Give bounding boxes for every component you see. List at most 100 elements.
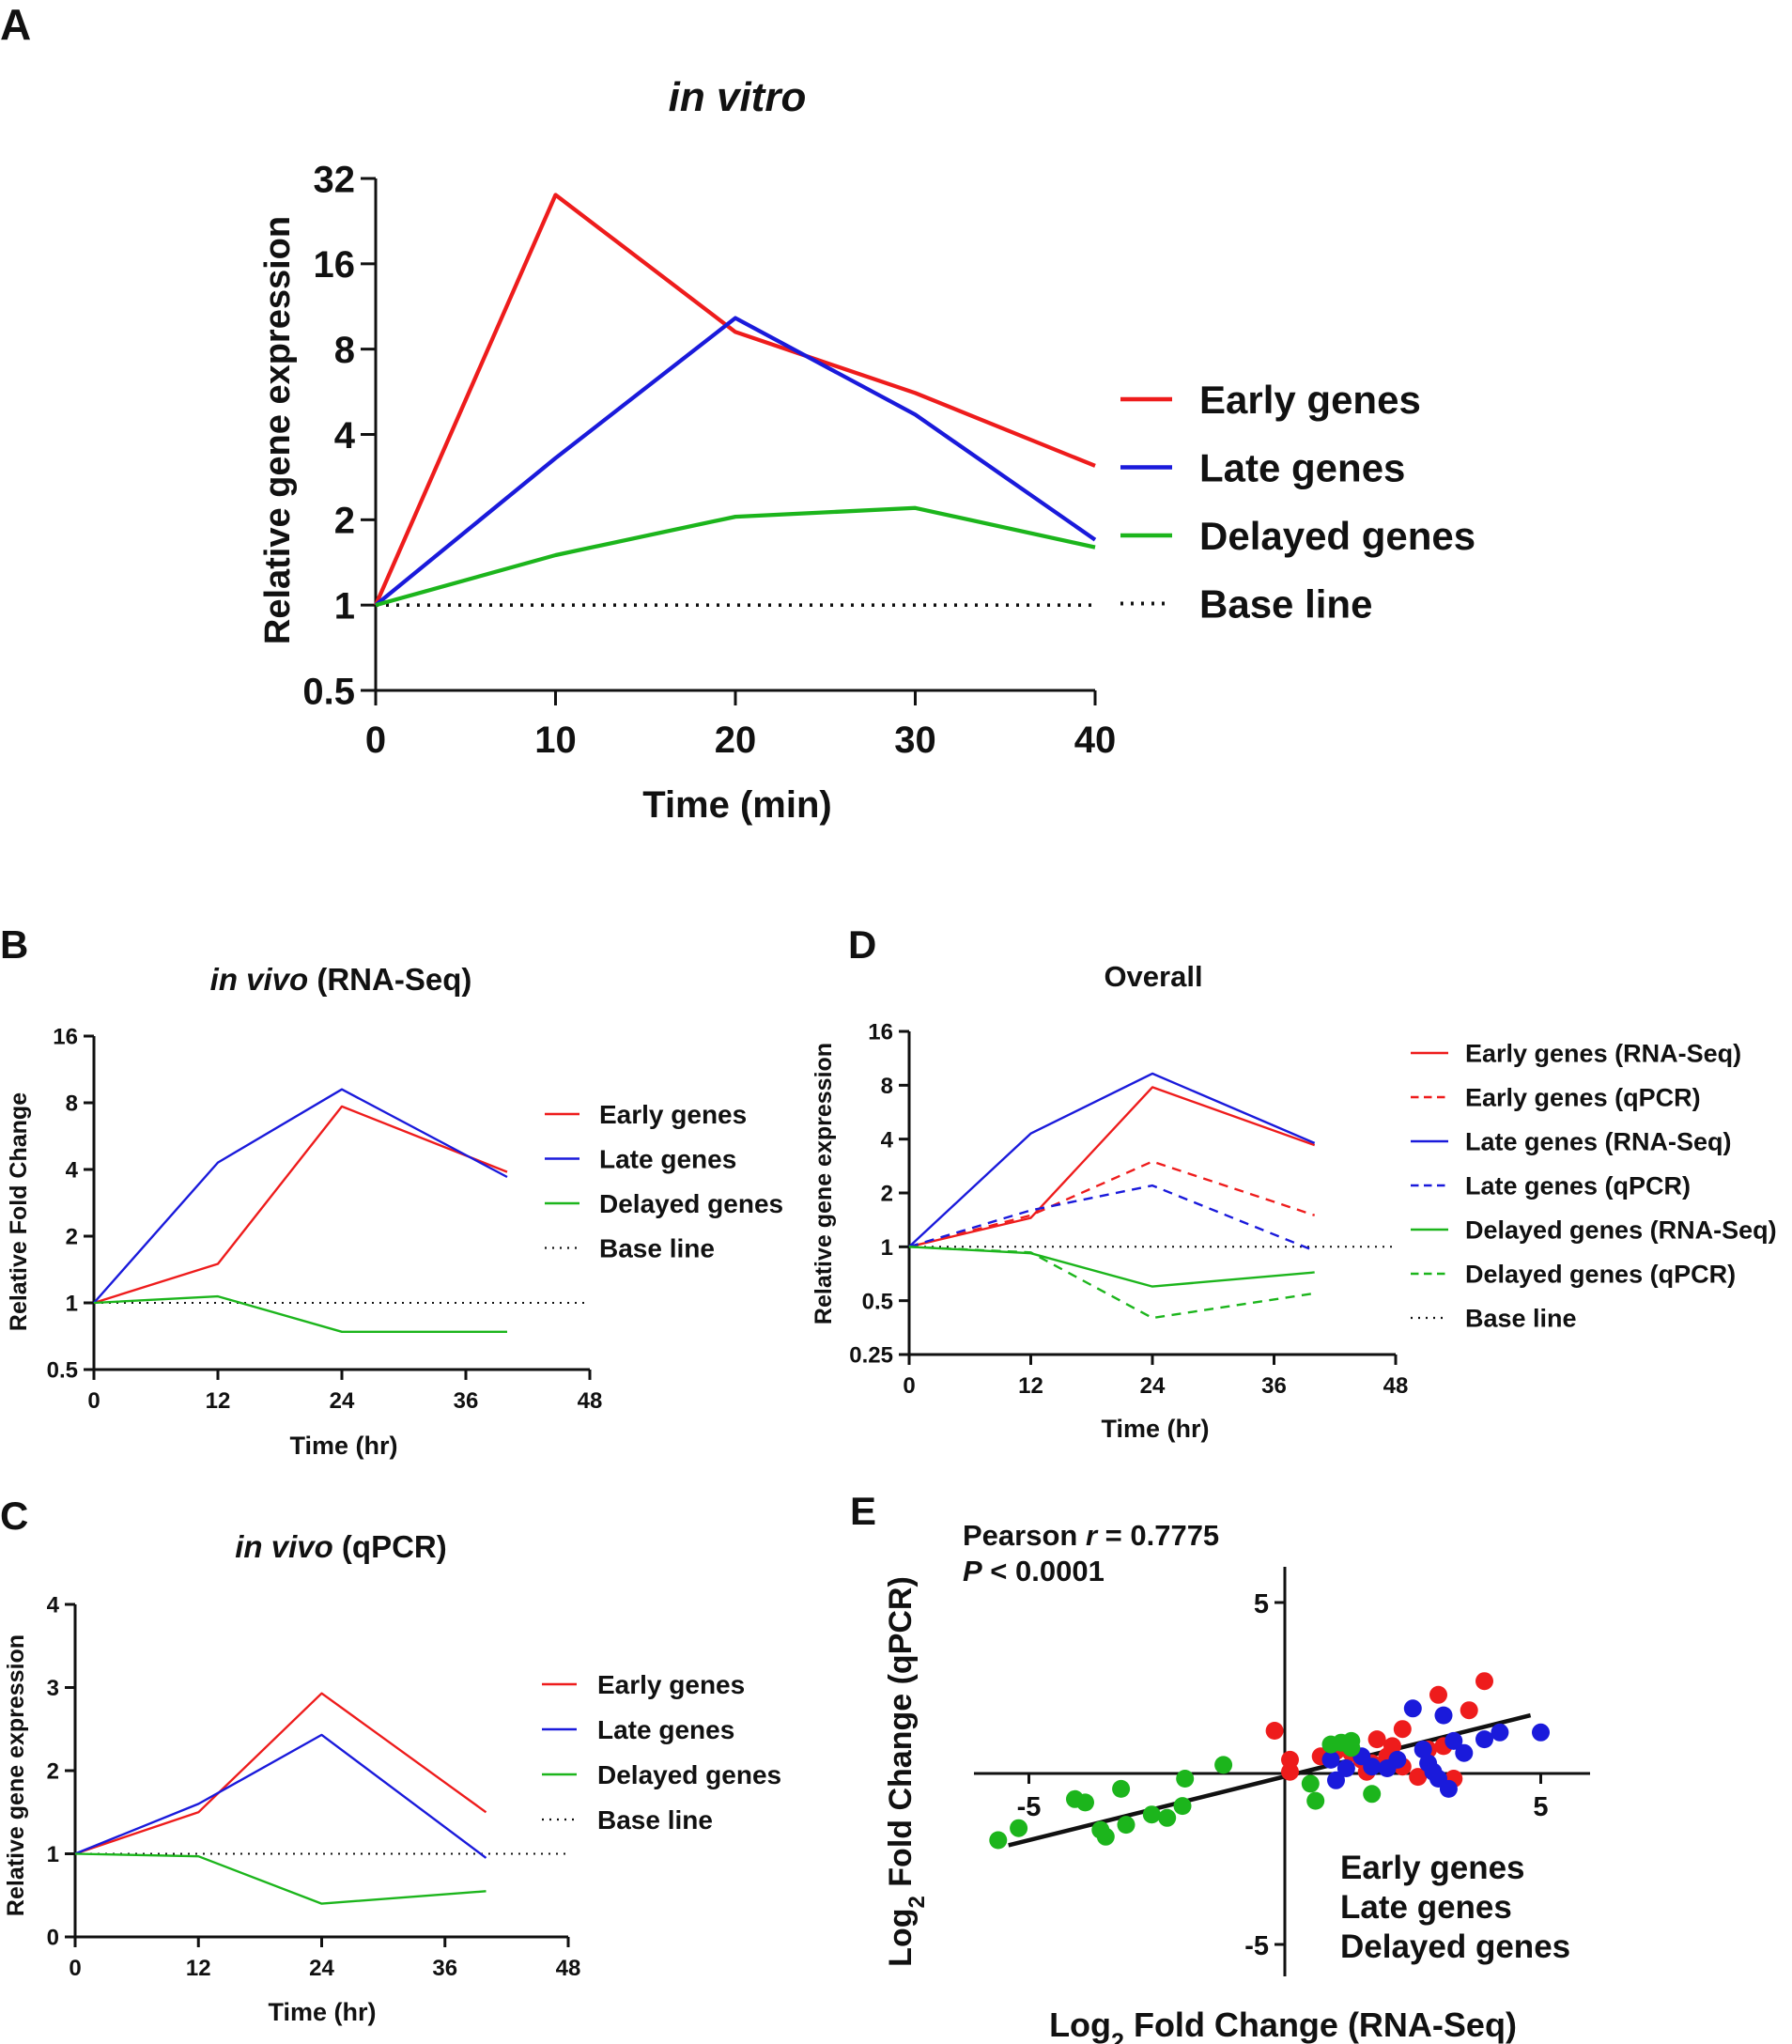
point-late-genes — [1532, 1723, 1550, 1742]
point-delayed-genes — [1112, 1779, 1131, 1798]
legend-label-early-genes: Early genes — [599, 1100, 747, 1129]
y-tick-label: 16 — [868, 1020, 893, 1045]
series-line-delayed-genes — [375, 505, 1096, 608]
x-tick-label: 36 — [432, 1956, 457, 1981]
point-early-genes — [1281, 1762, 1299, 1781]
y-axis-label-part: 2 — [904, 1896, 930, 1908]
legend-label-early-genes-qpcr: Early genes (qPCR) — [1465, 1084, 1701, 1112]
series-line-early-genes-rna-seq — [908, 1086, 1316, 1248]
y-axis-label: Log2 Fold Change (qPCR) — [883, 1576, 930, 1967]
annotation-pvalue: P < 0.0001 — [963, 1555, 1105, 1587]
y-tick-label: 8 — [66, 1092, 78, 1117]
y-tick-label: 1 — [47, 1842, 59, 1867]
point-delayed-genes — [1173, 1797, 1192, 1816]
legend-label-late-genes: Late genes — [1199, 446, 1405, 490]
annotation-pvalue-part: < 0.0001 — [982, 1555, 1105, 1587]
point-early-genes — [1367, 1730, 1386, 1749]
y-axis-label: Relative gene expression — [3, 1634, 29, 1916]
x-tick-label: -5 — [1017, 1792, 1042, 1822]
legend-label-delayed-genes: Delayed genes — [1340, 1928, 1570, 1965]
x-tick-label: 48 — [578, 1388, 603, 1414]
point-late-genes — [1434, 1706, 1453, 1725]
point-early-genes — [1409, 1768, 1428, 1787]
y-tick-label: 1 — [881, 1235, 893, 1261]
legend-label-early-genes: Early genes — [597, 1670, 745, 1699]
point-late-genes — [1414, 1741, 1432, 1758]
panel-label-c: C — [0, 1494, 28, 1538]
point-late-genes — [1439, 1779, 1458, 1798]
y-axis-label: Relative gene expression — [258, 216, 298, 644]
point-early-genes — [1383, 1737, 1401, 1756]
y-tick-label: 0.5 — [302, 671, 355, 712]
x-tick-label: 12 — [186, 1956, 211, 1981]
series-line-late-genes — [74, 1733, 487, 1859]
panel-a: Ain vitro 0 10 20 30 40 0.5 1 2 4 8 16 32 Time (min) R… — [0, 0, 1475, 826]
x-axis-label-part: Fold Change (RNA-Seq) — [1124, 2005, 1517, 2044]
y-tick-label: 0.5 — [47, 1358, 78, 1384]
panel-b: Bin vivo (RNA-Seq)0 12 24 36 480.5124816Time… — [0, 922, 783, 1460]
y-axis-label-part: Fold Change (qPCR) — [883, 1576, 919, 1896]
y-axis-label: Relative Fold Change — [6, 1092, 32, 1331]
y-tick-label: 3 — [47, 1676, 59, 1701]
series-line-early-genes — [93, 1105, 508, 1305]
legend-label-delayed-genes: Delayed genes — [1199, 514, 1475, 558]
x-tick-label: 24 — [1140, 1373, 1166, 1399]
point-delayed-genes — [1176, 1770, 1195, 1788]
x-tick-label: 12 — [206, 1388, 231, 1414]
y-tick-label: 2 — [66, 1225, 78, 1250]
y-tick-label: 16 — [53, 1025, 78, 1050]
chart-title-part: Overall — [1104, 960, 1202, 993]
x-tick-label: 5 — [1533, 1792, 1548, 1822]
series-line-delayed-genes — [74, 1852, 487, 1905]
y-tick-label: 2 — [881, 1182, 893, 1207]
legend-label-delayed-genes: Delayed genes — [597, 1760, 781, 1789]
x-axis-label: Time (hr) — [1101, 1415, 1209, 1443]
y-axis-label-part: Log — [883, 1909, 919, 1967]
point-late-genes — [1403, 1699, 1422, 1718]
y-tick-label: 5 — [1254, 1589, 1269, 1619]
point-delayed-genes — [1010, 1819, 1028, 1837]
point-late-genes — [1336, 1759, 1355, 1777]
legend-label-delayed-genes-qpcr: Delayed genes (qPCR) — [1465, 1261, 1736, 1289]
chart-title-part: in vitro — [669, 74, 807, 120]
annotation-pearson: Pearson r = 0.7775 — [963, 1519, 1219, 1552]
point-delayed-genes — [1301, 1774, 1320, 1793]
point-delayed-genes — [1096, 1827, 1115, 1846]
point-late-genes — [1444, 1731, 1463, 1750]
x-tick-label: 24 — [309, 1956, 334, 1981]
legend-label-late-genes-qpcr: Late genes (qPCR) — [1465, 1172, 1691, 1200]
legend-label-early-genes: Early genes — [1199, 378, 1421, 422]
legend-label-early-genes-rna-seq: Early genes (RNA-Seq) — [1465, 1040, 1741, 1068]
x-tick-label: 48 — [556, 1956, 581, 1981]
point-delayed-genes — [1342, 1739, 1361, 1758]
x-axis-label: Time (hr) — [268, 1998, 376, 2026]
chart-title-part: (RNA-Seq) — [308, 962, 471, 997]
y-tick-label: 4 — [881, 1127, 894, 1153]
y-tick-label: 2 — [334, 501, 355, 542]
panel-label-d: D — [848, 922, 876, 967]
legend-label-delayed-genes-rna-seq: Delayed genes (RNA-Seq) — [1465, 1216, 1777, 1245]
x-tick-label: 0 — [903, 1373, 915, 1399]
x-tick-label: 10 — [534, 720, 577, 761]
point-late-genes — [1388, 1750, 1407, 1769]
x-tick-label: 36 — [1261, 1373, 1287, 1399]
y-tick-label: 16 — [314, 244, 356, 286]
x-tick-label: 20 — [715, 720, 757, 761]
series-line-late-genes — [93, 1088, 508, 1304]
point-delayed-genes — [1363, 1785, 1382, 1804]
x-axis-label-part: Log — [1049, 2005, 1111, 2044]
legend-label-late-genes: Late genes — [599, 1145, 736, 1174]
point-early-genes — [1475, 1672, 1493, 1691]
point-delayed-genes — [1214, 1756, 1233, 1774]
point-late-genes — [1363, 1758, 1382, 1776]
legend-label-delayed-genes: Delayed genes — [599, 1189, 783, 1218]
panel-label-e: E — [850, 1489, 876, 1533]
x-axis-label: Log2 Fold Change (RNA-Seq) — [1049, 2005, 1517, 2044]
legend-label-late-genes: Late genes — [1340, 1889, 1512, 1926]
y-tick-label: 4 — [66, 1158, 79, 1184]
x-axis-label: Time (min) — [642, 784, 832, 826]
x-tick-label: 48 — [1383, 1373, 1409, 1399]
